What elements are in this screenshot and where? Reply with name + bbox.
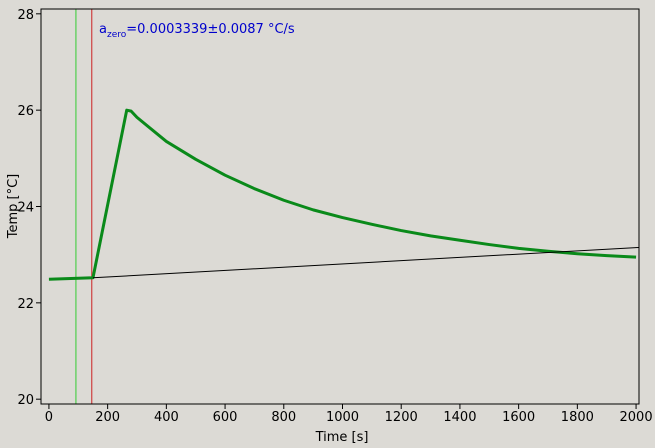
x-tick-label: 0 bbox=[45, 410, 53, 425]
x-tick-label: 2000 bbox=[620, 410, 653, 425]
annotation-suffix: =0.0003339±0.0087 °C/s bbox=[126, 22, 295, 37]
x-tick-label: 400 bbox=[154, 410, 179, 425]
annotation-text: a bbox=[99, 22, 107, 37]
x-tick-label: 1000 bbox=[326, 410, 359, 425]
y-tick-label: 24 bbox=[17, 201, 34, 216]
y-axis-label: Temp [°C] bbox=[6, 174, 21, 240]
x-tick-label: 800 bbox=[271, 410, 296, 425]
x-tick-label: 200 bbox=[95, 410, 120, 425]
data-line bbox=[48, 108, 637, 281]
x-tick-label: 1800 bbox=[561, 410, 594, 425]
y-tick-label: 20 bbox=[17, 393, 34, 408]
y-tick-label: 22 bbox=[17, 297, 34, 312]
x-axis-label: Time [s] bbox=[315, 430, 369, 445]
x-tick-label: 1600 bbox=[502, 410, 535, 425]
x-tick-label: 1400 bbox=[443, 410, 476, 425]
y-tick-label: 26 bbox=[17, 104, 34, 119]
x-tick-label: 600 bbox=[213, 410, 238, 425]
y-tick-label: 28 bbox=[17, 8, 34, 23]
annotation: azero=0.0003339±0.0087 °C/s bbox=[99, 22, 295, 40]
annotation-subscript: zero bbox=[107, 30, 127, 40]
x-tick-label: 1200 bbox=[385, 410, 418, 425]
plot-frame bbox=[40, 8, 640, 405]
data-line bbox=[92, 246, 640, 279]
